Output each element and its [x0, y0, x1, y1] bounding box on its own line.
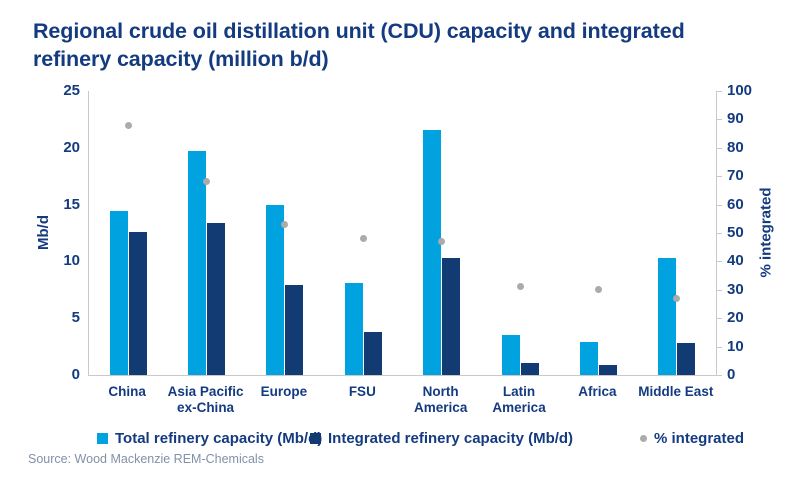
y-right-tick-50: 50 [727, 224, 744, 241]
bar-total-europe [266, 204, 285, 375]
dot-pct-integrated-china [124, 121, 132, 129]
y-right-tickmark-80 [716, 147, 722, 149]
legend-item-pct: % integrated [640, 430, 744, 447]
y-right-tickmark-90 [716, 119, 722, 121]
y-right-tickmark-60 [716, 204, 722, 206]
dot-pct-integrated-asia-pacific-ex-china [203, 178, 211, 186]
y-left-tick-15: 15 [63, 195, 80, 213]
x-label-europe: Europe [260, 384, 308, 399]
chart-title-line2: refinery capacity (million b/d) [33, 46, 329, 71]
dot-pct-integrated-latin-america [516, 283, 524, 291]
x-label-middle-east: Middle East [638, 384, 714, 399]
bar-integrated-europe [285, 285, 304, 375]
bar-integrated-north-america [442, 258, 461, 375]
y-right-tickmark-30 [716, 289, 722, 291]
bar-integrated-latin-america [520, 362, 539, 375]
y-right-tickmark-50 [716, 233, 722, 234]
bar-total-africa [579, 342, 598, 375]
legend-swatch-total-icon [97, 433, 108, 444]
y-left-tick-5: 5 [71, 309, 80, 327]
y-right-tickmark-40 [716, 261, 722, 263]
x-label-fsu: FSU [348, 384, 376, 399]
legend-swatch-integrated-icon [310, 433, 321, 444]
y-right-tick-0: 0 [727, 366, 736, 383]
x-label-china: China [108, 384, 146, 399]
y-left-tick-25: 25 [63, 82, 80, 99]
y-axis-left-label: Mb/d [35, 215, 52, 250]
bar-total-asia-pacific-ex-china [188, 151, 207, 375]
y-right-tick-10: 10 [727, 337, 744, 355]
y-right-tickmark-10 [716, 346, 722, 348]
y-right-tickmark-0 [716, 375, 722, 376]
x-label-north-america: North America [414, 384, 468, 416]
dot-pct-integrated-africa [594, 286, 602, 294]
dot-pct-integrated-north-america [438, 238, 446, 246]
y-right-tick-100: 100 [727, 82, 753, 99]
source-note: Source: Wood Mackenzie REM-Chemicals [28, 452, 264, 466]
bar-total-latin-america [501, 335, 520, 375]
y-left-tick-0: 0 [71, 366, 80, 383]
y-right-tick-20: 20 [727, 309, 744, 327]
x-label-asia-pacific-ex-china: Asia Pacific ex-China [167, 384, 244, 416]
y-right-tickmark-70 [716, 176, 722, 178]
bar-integrated-asia-pacific-ex-china [207, 222, 226, 375]
legend-label-total: Total refinery capacity (Mb/d) [115, 430, 323, 447]
bar-total-middle-east [658, 258, 677, 375]
bar-integrated-china [128, 231, 147, 375]
bar-total-china [109, 211, 128, 375]
x-label-africa: Africa [578, 384, 617, 399]
legend-label-pct: % integrated [654, 430, 745, 447]
dot-pct-integrated-europe [281, 220, 289, 228]
y-right-tick-90: 90 [727, 110, 744, 128]
chart-title-line1: Regional crude oil distillation unit (CD… [33, 19, 685, 43]
dot-pct-integrated-fsu [359, 235, 367, 243]
bar-integrated-middle-east [677, 343, 696, 375]
y-left-tick-20: 20 [63, 138, 80, 156]
y-right-tick-30: 30 [727, 280, 744, 298]
chart-title: Regional crude oil distillation unit (CD… [33, 18, 763, 73]
legend-item-total: Total refinery capacity (Mb/d) [97, 430, 322, 447]
y-right-tickmark-100 [716, 91, 722, 92]
bar-total-north-america [423, 129, 442, 375]
x-label-latin-america: Latin America [492, 384, 546, 416]
plot-area [88, 91, 717, 376]
bar-integrated-fsu [363, 331, 382, 375]
bar-integrated-africa [598, 364, 617, 375]
legend-item-integrated: Integrated refinery capacity (Mb/d) [310, 430, 573, 447]
y-right-tick-60: 60 [727, 195, 744, 213]
dot-pct-integrated-middle-east [673, 294, 681, 302]
y-right-tickmark-20 [716, 318, 722, 320]
legend-label-integrated: Integrated refinery capacity (Mb/d) [328, 430, 574, 447]
y-right-tick-70: 70 [727, 167, 744, 185]
legend-dot-pct-icon [640, 435, 647, 442]
y-axis-right-label: % integrated [757, 187, 775, 278]
y-right-tick-40: 40 [727, 252, 744, 270]
y-right-tick-80: 80 [727, 138, 744, 156]
y-left-tick-10: 10 [63, 252, 80, 270]
bar-total-fsu [344, 282, 363, 375]
